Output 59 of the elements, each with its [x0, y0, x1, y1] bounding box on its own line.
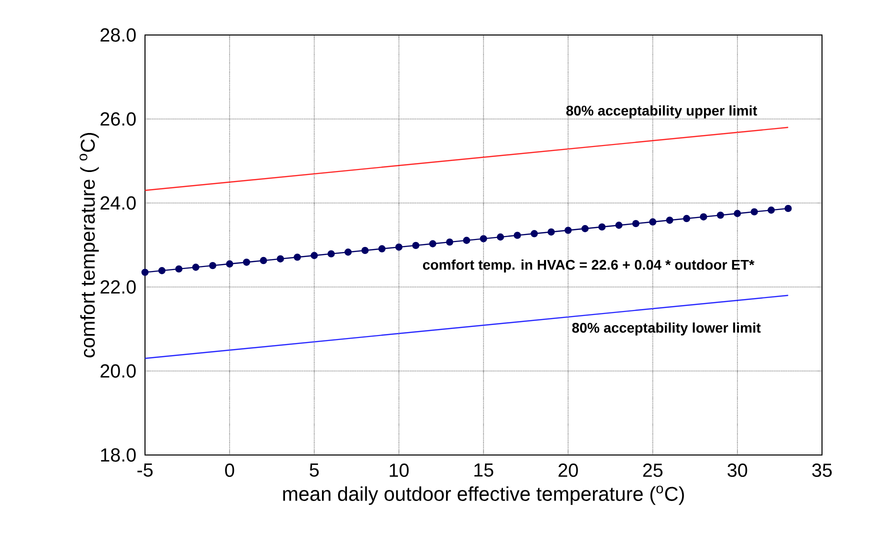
annotation: 80% acceptability upper limit	[566, 105, 758, 118]
y-axis-title: comfort temperature ( $^{o}$C)	[80, 133, 99, 358]
point	[649, 218, 656, 226]
point	[598, 223, 606, 231]
x-axis-title: mean daily outdoor effective temperature ($^{o}$C)	[283, 486, 684, 505]
point	[141, 268, 149, 276]
x-tick-label: 10	[390, 464, 409, 477]
point	[700, 213, 708, 220]
x-tick-label: 20	[558, 464, 578, 477]
point	[175, 265, 182, 273]
point	[260, 256, 268, 264]
point	[615, 222, 623, 229]
y-tick-label: 28.0	[100, 28, 136, 42]
point	[328, 250, 335, 258]
x-tick-label: 15	[474, 464, 494, 477]
x-tick-label: 30	[728, 464, 748, 477]
point	[768, 206, 775, 214]
point	[242, 258, 250, 266]
point	[716, 212, 724, 219]
point	[480, 235, 488, 242]
point	[548, 228, 555, 236]
y-tick-label: 24.0	[100, 196, 136, 210]
point	[683, 214, 690, 222]
point	[784, 204, 792, 212]
point	[734, 210, 741, 218]
y-tick-label: 22.0	[100, 280, 136, 294]
point	[344, 248, 352, 256]
point	[666, 216, 674, 224]
annotation: comfort temp. in HVAC = 22.6 + 0.04 * outdoor ET*	[423, 259, 754, 272]
point	[514, 232, 521, 239]
point	[581, 225, 589, 232]
point	[361, 246, 369, 254]
point	[192, 264, 200, 271]
x-tick-label: -5	[137, 464, 153, 477]
annotation: 80% acceptability lower limit	[572, 322, 761, 336]
point	[530, 230, 538, 238]
point	[276, 255, 284, 262]
point	[378, 245, 386, 252]
point	[158, 267, 166, 274]
x-tick-label: 35	[812, 464, 832, 477]
point	[412, 242, 420, 250]
x-tick-label: 25	[643, 464, 662, 477]
point	[209, 262, 216, 270]
point	[310, 252, 318, 260]
x-tick-label: 5	[310, 464, 319, 477]
y-tick-label: 20.0	[100, 364, 136, 378]
x-tick-label: 0	[225, 464, 234, 477]
point	[395, 244, 402, 251]
point	[632, 220, 640, 228]
y-tick-label: 18.0	[101, 448, 136, 462]
point	[462, 236, 470, 244]
point	[564, 226, 572, 234]
point	[496, 233, 504, 241]
point	[750, 208, 758, 216]
point	[226, 260, 234, 268]
y-tick-label: 26.0	[100, 112, 136, 126]
point	[446, 238, 454, 246]
point	[429, 240, 436, 248]
point	[294, 254, 301, 261]
